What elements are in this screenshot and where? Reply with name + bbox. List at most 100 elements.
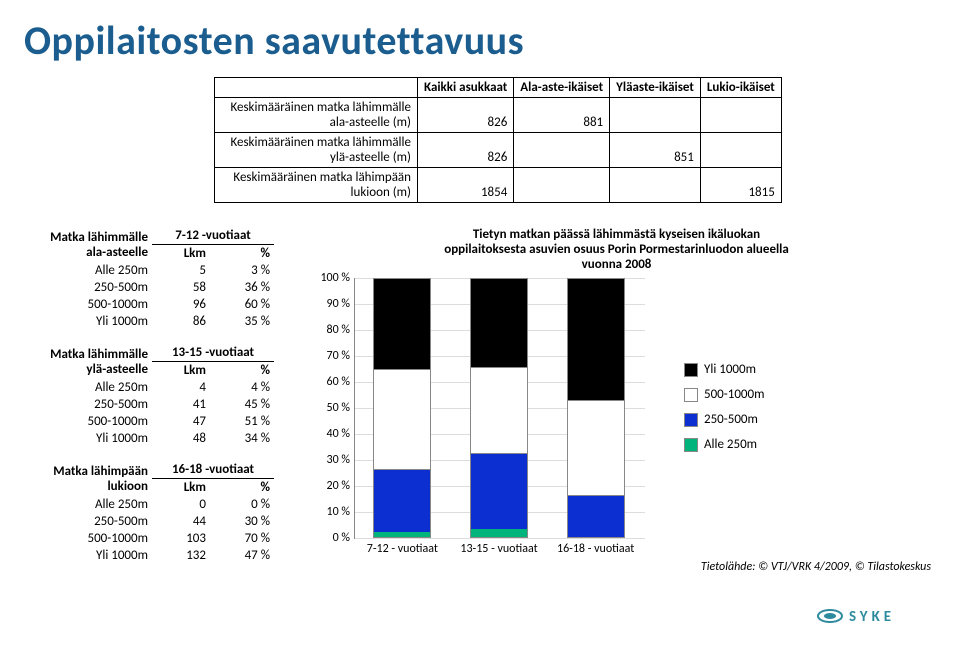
page-title: Oppilaitosten saavutettavuus [24,16,935,65]
overview-cell [700,98,781,133]
dist-row-pct: 4 % [210,379,274,396]
dist-row-pct: 0 % [210,496,274,513]
dist-row-label: 500-1000m [24,413,152,430]
dist-age-header: 7-12 -vuotiaat [152,227,274,245]
chart-title: Tietyn matkan päässä lähimmästä kyseisen… [437,227,797,272]
y-tick-label: 20 % [308,479,350,493]
dist-row-label: Yli 1000m [24,313,152,330]
dist-row-pct: 45 % [210,396,274,413]
dist-row: 250-500m4145 % [24,396,274,413]
distance-table: Matka lähimmälle ylä-asteelle13-15 -vuot… [24,344,274,447]
dist-row-count: 47 [152,413,210,430]
dist-row-count: 0 [152,496,210,513]
y-tick-label: 80 % [308,323,350,337]
dist-row: Alle 250m00 % [24,496,274,513]
bar-segment [471,367,527,455]
legend-swatch [684,388,698,402]
overview-cell [700,133,781,168]
dist-row-pct: 47 % [210,547,274,564]
dist-row-label: Alle 250m [24,379,152,396]
bar-segment [471,279,527,367]
dist-row-label: Yli 1000m [24,430,152,447]
overview-row: Keskimääräinen matka lähimmälle ala-aste… [215,98,782,133]
dist-row-count: 44 [152,513,210,530]
dist-row-count: 4 [152,379,210,396]
overview-cell: 851 [610,133,701,168]
overview-cell: 826 [418,98,514,133]
chart-legend: Yli 1000m500-1000m250-500mAlle 250m [684,362,765,462]
logo-text: SYKE [849,608,895,626]
stacked-bar-chart: 0 %10 %20 %30 %40 %50 %60 %70 %80 %90 %1… [308,278,668,578]
dist-row-pct: 70 % [210,530,274,547]
x-tick-label: 7-12 - vuotiaat [362,542,442,556]
dist-row-label: Yli 1000m [24,547,152,564]
y-tick-label: 70 % [308,349,350,363]
chart-area: Tietyn matkan päässä lähimmästä kyseisen… [298,227,935,578]
dist-row-pct: 30 % [210,513,274,530]
overview-col-3: Lukio-ikäiset [700,78,781,98]
dist-col-lkm: Lkm [152,362,210,380]
overview-cell: 1854 [418,168,514,203]
bar-segment [568,279,624,400]
syke-logo: SYKE [815,601,925,636]
dist-row-pct: 35 % [210,313,274,330]
bar-segment [374,369,430,470]
dist-row-pct: 34 % [210,430,274,447]
dist-row: 250-500m5836 % [24,279,274,296]
bar-segment [471,529,527,537]
dist-row-count: 58 [152,279,210,296]
distance-table: Matka lähimpään lukioon16-18 -vuotiaatLk… [24,461,274,564]
dist-group-header: Matka lähimmälle ala-asteelle [24,227,152,262]
y-tick-label: 90 % [308,297,350,311]
dist-age-header: 13-15 -vuotiaat [152,344,274,362]
bar-segment [471,454,527,529]
overview-row: Keskimääräinen matka lähimpään lukioon (… [215,168,782,203]
dist-row-count: 5 [152,262,210,279]
y-tick-label: 0 % [308,531,350,545]
dist-row: 500-1000m4751 % [24,413,274,430]
dist-row-label: Alle 250m [24,496,152,513]
bar [373,278,431,538]
y-tick-label: 10 % [308,505,350,519]
y-tick-label: 30 % [308,453,350,467]
legend-label: Alle 250m [704,437,757,452]
legend-label: Yli 1000m [704,362,756,377]
dist-row-label: 500-1000m [24,530,152,547]
overview-row-label: Keskimääräinen matka lähimmälle ylä-aste… [215,133,418,168]
dist-row-label: 250-500m [24,396,152,413]
overview-col-1: Ala-aste-ikäiset [514,78,610,98]
bar [567,278,625,538]
legend-swatch [684,363,698,377]
overview-cell [514,168,610,203]
dist-group-header: Matka lähimmälle ylä-asteelle [24,344,152,379]
bar-segment [374,279,430,369]
x-tick-label: 16-18 - vuotiaat [556,542,636,556]
dist-row-count: 41 [152,396,210,413]
dist-row: Alle 250m53 % [24,262,274,279]
dist-row: Yli 1000m13247 % [24,547,274,564]
dist-age-header: 16-18 -vuotiaat [152,461,274,479]
bar-segment [568,400,624,495]
legend-label: 500-1000m [704,387,765,402]
dist-row-pct: 36 % [210,279,274,296]
overview-cell: 826 [418,133,514,168]
dist-row: 500-1000m10370 % [24,530,274,547]
legend-item: Yli 1000m [684,362,765,377]
legend-swatch [684,438,698,452]
y-tick-label: 100 % [308,271,350,285]
dist-col-pct: % [210,362,274,380]
y-tick-label: 60 % [308,375,350,389]
dist-row: Yli 1000m4834 % [24,430,274,447]
dist-group-header: Matka lähimpään lukioon [24,461,152,496]
overview-cell [610,98,701,133]
dist-col-lkm: Lkm [152,479,210,497]
overview-cell: 1815 [700,168,781,203]
bar [470,278,528,538]
legend-item: 500-1000m [684,387,765,402]
data-source: Tietolähde: © VTJ/VRK 4/2009, © Tilastok… [701,560,931,574]
dist-row-label: 250-500m [24,513,152,530]
dist-col-pct: % [210,479,274,497]
dist-row-label: 250-500m [24,279,152,296]
overview-cell: 881 [514,98,610,133]
bar-segment [568,496,624,537]
